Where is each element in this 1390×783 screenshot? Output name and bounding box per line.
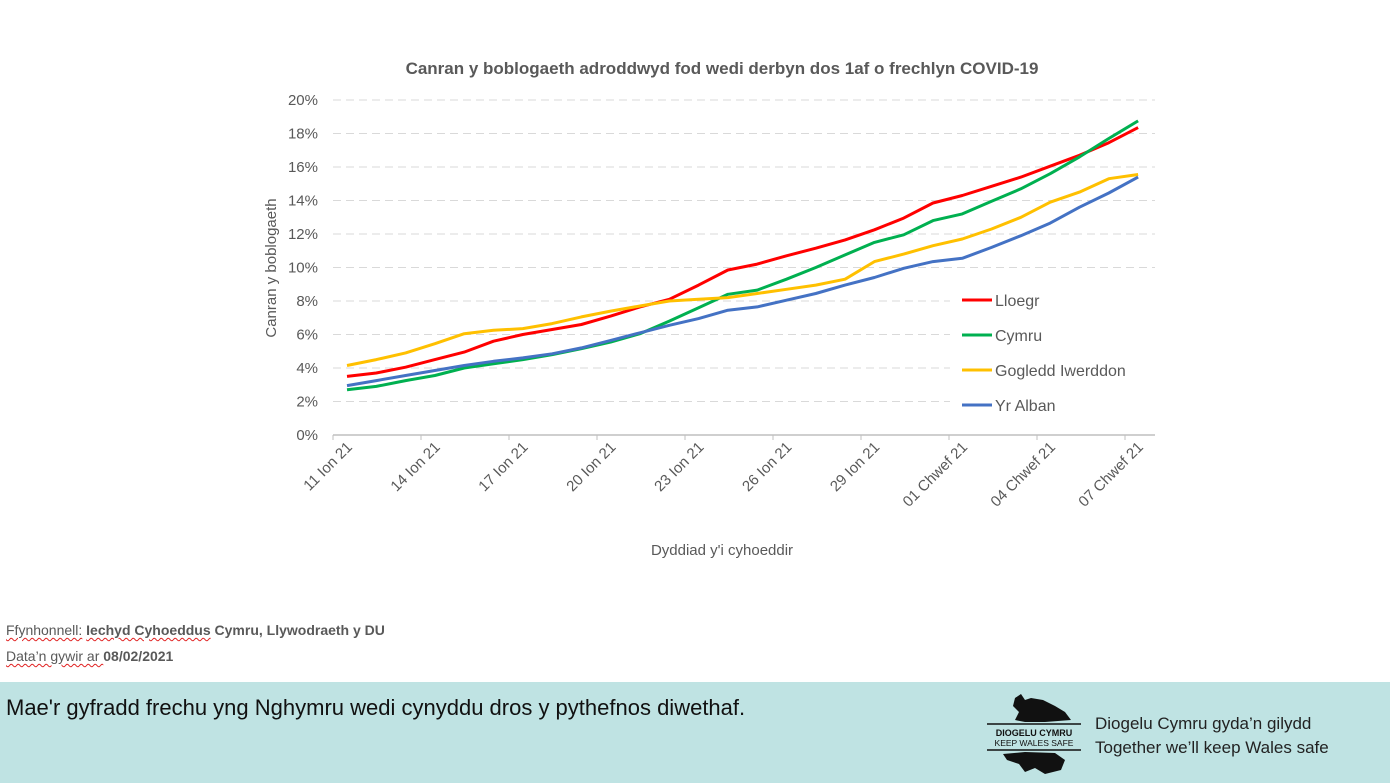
svg-text:KEEP WALES SAFE: KEEP WALES SAFE <box>995 738 1074 748</box>
y-tick-label: 4% <box>296 360 318 377</box>
y-axis-label: Canran y boblogaeth <box>263 198 280 337</box>
legend-label: Lloegr <box>995 293 1040 310</box>
x-tick-label: 14 Ion 21 <box>387 439 443 495</box>
svg-text:DIOGELU CYMRU: DIOGELU CYMRU <box>996 728 1073 738</box>
x-tick-label: 20 Ion 21 <box>563 439 619 495</box>
y-tick-label: 0% <box>296 427 318 444</box>
y-tick-label: 6% <box>296 327 318 344</box>
x-tick-label: 04 Chwef 21 <box>987 439 1059 511</box>
y-tick-label: 16% <box>288 159 318 176</box>
y-tick-label: 14% <box>288 193 318 210</box>
x-tick-label: 11 Ion 21 <box>300 439 355 494</box>
x-tick-label: 26 Ion 21 <box>739 439 795 495</box>
banner-message: Mae'r gyfradd frechu yng Nghymru wedi cy… <box>6 695 746 720</box>
y-tick-label: 2% <box>296 394 318 411</box>
y-tick-label: 12% <box>288 226 318 243</box>
series-line-yr-alban <box>346 175 1139 388</box>
keep-wales-safe-logo: DIOGELU CYMRU KEEP WALES SAFE <box>987 694 1081 774</box>
series-line-gogledd-iwerddon <box>346 173 1139 367</box>
tagline: Diogelu Cymru gyda’n gilydd Together we’… <box>1095 714 1329 757</box>
y-tick-label: 10% <box>288 260 318 277</box>
x-tick-label: 29 Ion 21 <box>827 439 883 495</box>
series-line-cymru <box>346 119 1139 392</box>
x-tick-label: 17 Ion 21 <box>475 439 531 495</box>
data-date-line: Data’n gywir ar 08/02/2021 <box>6 648 174 664</box>
y-tick-label: 18% <box>288 126 318 143</box>
chart-title: Canran y boblogaeth adroddwyd fod wedi d… <box>406 59 1039 78</box>
source-line: Ffynhonnell: Iechyd Cyhoeddus Cymru, Lly… <box>6 622 385 638</box>
y-tick-label: 20% <box>288 92 318 109</box>
legend-label: Cymru <box>995 328 1042 345</box>
x-tick-label: 07 Chwef 21 <box>1075 439 1147 511</box>
footer-banner: Mae'r gyfradd frechu yng Nghymru wedi cy… <box>0 682 1390 783</box>
x-tick-label: 23 Ion 21 <box>651 439 707 495</box>
legend-label: Gogledd Iwerddon <box>995 363 1126 380</box>
x-axis-label: Dyddiad y'i cyhoeddir <box>651 542 793 559</box>
legend-label: Yr Alban <box>995 398 1055 415</box>
y-tick-label: 8% <box>296 293 318 310</box>
line-chart: Canran y boblogaeth adroddwyd fod wedi d… <box>263 59 1155 559</box>
x-tick-label: 01 Chwef 21 <box>900 439 972 511</box>
series-line-lloegr <box>346 126 1139 378</box>
